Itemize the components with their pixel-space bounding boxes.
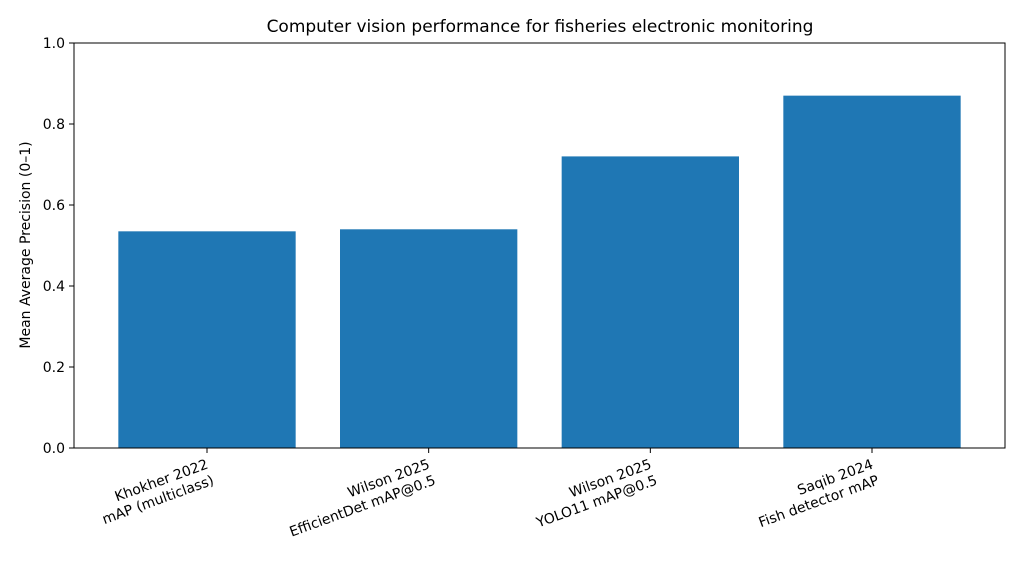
x-tick-label: Saqib 2024Fish detector mAP xyxy=(751,457,881,531)
x-tick-label: Wilson 2025EfficientDet mAP@0.5 xyxy=(282,457,438,541)
y-tick-label: 0.6 xyxy=(43,198,65,214)
y-tick-label: 0.4 xyxy=(43,279,65,295)
x-tick-label: Khokher 2022mAP (multiclass) xyxy=(94,457,216,528)
y-tick-label: 1.0 xyxy=(43,36,65,52)
bar xyxy=(783,95,961,449)
y-tick-label: 0.2 xyxy=(43,360,65,376)
bars-group xyxy=(118,95,961,449)
y-tick-label: 0.0 xyxy=(43,441,65,457)
bar xyxy=(561,156,739,448)
x-axis: Khokher 2022mAP (multiclass) Wilson 2025E… xyxy=(94,448,881,541)
bar xyxy=(340,229,518,448)
bar xyxy=(118,231,296,448)
chart-title: Computer vision performance for fisherie… xyxy=(267,17,814,37)
x-tick-label: Wilson 2025YOLO11 mAP@0.5 xyxy=(528,457,660,532)
plot-frame xyxy=(73,42,1006,449)
y-tick-label: 0.8 xyxy=(43,117,65,133)
y-axis-label: Mean Average Precision (0–1) xyxy=(18,141,34,348)
y-axis: 0.0 0.2 0.4 0.6 0.8 1.0 xyxy=(43,36,74,457)
